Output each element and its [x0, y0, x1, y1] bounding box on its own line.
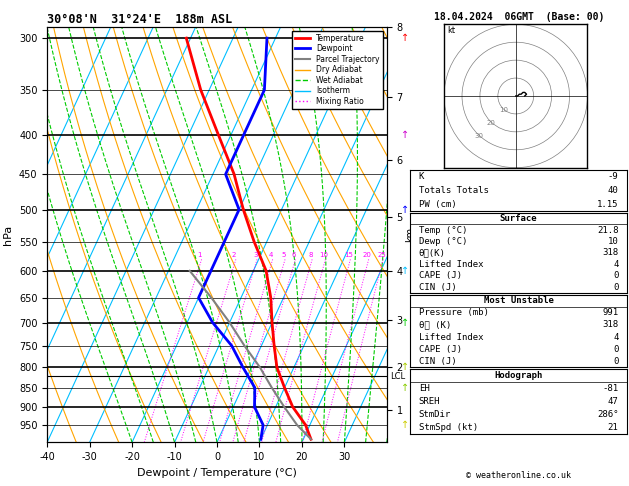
Text: kt: kt	[448, 26, 456, 35]
Text: 20: 20	[363, 252, 372, 258]
Text: Lifted Index: Lifted Index	[419, 332, 483, 342]
Text: θᴇ (K): θᴇ (K)	[419, 320, 451, 330]
Text: 18.04.2024  06GMT  (Base: 00): 18.04.2024 06GMT (Base: 00)	[434, 12, 604, 22]
Text: 6: 6	[291, 252, 296, 258]
Text: StmDir: StmDir	[419, 410, 451, 419]
Text: 3: 3	[253, 252, 257, 258]
Text: ↑: ↑	[401, 363, 409, 372]
Text: ↑: ↑	[401, 420, 409, 430]
Text: 2: 2	[232, 252, 237, 258]
Text: 318: 318	[603, 320, 618, 330]
Text: ↑: ↑	[401, 317, 409, 328]
Text: 318: 318	[603, 248, 618, 258]
Text: CAPE (J): CAPE (J)	[419, 345, 462, 354]
Text: 4: 4	[613, 332, 618, 342]
Text: 1.15: 1.15	[597, 200, 618, 209]
Text: ↑: ↑	[401, 266, 409, 276]
Text: 286°: 286°	[597, 410, 618, 419]
Text: 8: 8	[308, 252, 313, 258]
Text: 4: 4	[613, 260, 618, 269]
Text: Temp (°C): Temp (°C)	[419, 226, 467, 235]
Text: 21.8: 21.8	[597, 226, 618, 235]
Text: 0: 0	[613, 283, 618, 292]
Text: 47: 47	[608, 397, 618, 406]
Text: Dewp (°C): Dewp (°C)	[419, 237, 467, 246]
Text: 10: 10	[608, 237, 618, 246]
Y-axis label: hPa: hPa	[3, 225, 13, 244]
Text: ↑: ↑	[401, 130, 409, 139]
Text: Hodograph: Hodograph	[494, 371, 543, 380]
Legend: Temperature, Dewpoint, Parcel Trajectory, Dry Adiabat, Wet Adiabat, Isotherm, Mi: Temperature, Dewpoint, Parcel Trajectory…	[292, 31, 383, 109]
Text: 991: 991	[603, 308, 618, 317]
Text: 0: 0	[613, 271, 618, 280]
Text: Surface: Surface	[500, 214, 537, 223]
Text: K: K	[419, 173, 424, 181]
Text: 21: 21	[608, 423, 618, 433]
Text: SREH: SREH	[419, 397, 440, 406]
X-axis label: Dewpoint / Temperature (°C): Dewpoint / Temperature (°C)	[137, 468, 297, 478]
Text: StmSpd (kt): StmSpd (kt)	[419, 423, 478, 433]
Text: 10: 10	[320, 252, 328, 258]
Text: 0: 0	[613, 345, 618, 354]
Text: 10: 10	[499, 107, 508, 113]
Text: 25: 25	[377, 252, 386, 258]
Text: EH: EH	[419, 384, 430, 393]
Text: -9: -9	[608, 173, 618, 181]
Text: Lifted Index: Lifted Index	[419, 260, 483, 269]
Text: 4: 4	[269, 252, 273, 258]
Text: PW (cm): PW (cm)	[419, 200, 457, 209]
Text: CIN (J): CIN (J)	[419, 357, 457, 366]
Text: CAPE (J): CAPE (J)	[419, 271, 462, 280]
Text: 1: 1	[198, 252, 202, 258]
Text: Totals Totals: Totals Totals	[419, 186, 489, 195]
Text: © weatheronline.co.uk: © weatheronline.co.uk	[467, 471, 571, 480]
Text: 30°08'N  31°24'E  188m ASL: 30°08'N 31°24'E 188m ASL	[47, 13, 233, 26]
Text: Pressure (mb): Pressure (mb)	[419, 308, 489, 317]
Text: LCL: LCL	[390, 372, 405, 381]
Text: θᴇ(K): θᴇ(K)	[419, 248, 446, 258]
Text: 20: 20	[487, 120, 496, 126]
Y-axis label: km
ASL: km ASL	[406, 226, 427, 243]
Text: ↑: ↑	[401, 382, 409, 393]
Text: 15: 15	[345, 252, 353, 258]
Text: 0: 0	[613, 357, 618, 366]
Text: ↑: ↑	[401, 205, 409, 215]
Text: 40: 40	[608, 186, 618, 195]
Text: -81: -81	[603, 384, 618, 393]
Text: CIN (J): CIN (J)	[419, 283, 457, 292]
Text: 30: 30	[474, 133, 483, 139]
Text: ↑: ↑	[401, 33, 409, 43]
Text: Most Unstable: Most Unstable	[484, 296, 554, 305]
Text: 5: 5	[281, 252, 286, 258]
